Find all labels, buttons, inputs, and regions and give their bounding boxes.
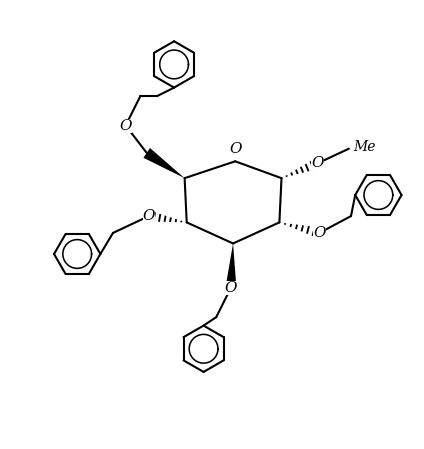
Text: O: O: [313, 226, 326, 240]
Text: O: O: [311, 156, 324, 171]
Polygon shape: [143, 148, 184, 178]
Polygon shape: [226, 243, 237, 288]
Text: O: O: [120, 119, 132, 132]
Text: O: O: [142, 209, 155, 223]
Text: Me: Me: [353, 140, 376, 154]
Text: O: O: [230, 142, 242, 156]
Text: O: O: [225, 281, 237, 295]
